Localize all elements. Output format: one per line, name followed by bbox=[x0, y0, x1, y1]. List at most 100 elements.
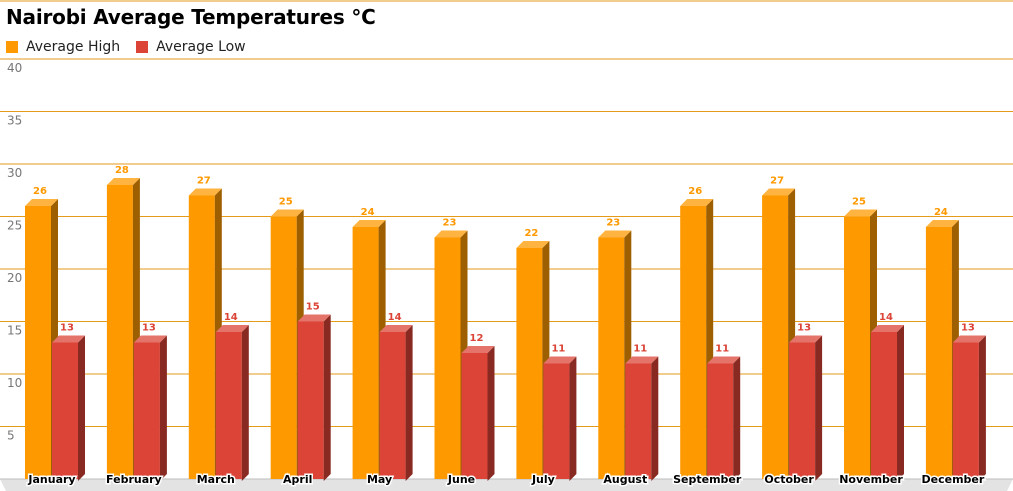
x-tick-label: June bbox=[447, 473, 475, 486]
data-label: 25 bbox=[852, 197, 866, 208]
data-label: 12 bbox=[470, 333, 484, 344]
x-tick-label: September bbox=[673, 473, 742, 486]
bar-top bbox=[270, 209, 304, 217]
data-label: 14 bbox=[388, 312, 402, 323]
x-tick-label: July bbox=[531, 473, 555, 486]
x-tick-label: December bbox=[922, 473, 985, 486]
bar bbox=[543, 363, 570, 479]
bar-side bbox=[651, 356, 659, 481]
bar-top bbox=[106, 178, 140, 185]
x-tick-label: January bbox=[27, 473, 75, 486]
bar-top bbox=[543, 356, 577, 364]
bar bbox=[925, 227, 952, 479]
y-tick-label: 20 bbox=[7, 271, 22, 285]
data-label: 23 bbox=[606, 218, 620, 229]
bar bbox=[297, 321, 324, 479]
data-label: 13 bbox=[142, 323, 156, 334]
chart-title: Nairobi Average Temperatures °C bbox=[6, 5, 376, 29]
data-label: 24 bbox=[934, 207, 948, 218]
data-label: 13 bbox=[60, 323, 74, 334]
chart-floor bbox=[0, 479, 1013, 491]
bar bbox=[871, 332, 897, 479]
bar bbox=[434, 237, 461, 479]
data-label: 28 bbox=[115, 165, 129, 176]
data-label: 15 bbox=[306, 302, 320, 313]
bar-top bbox=[434, 230, 468, 238]
bar-top bbox=[461, 346, 495, 353]
legend-item-average-low[interactable]: Average Low bbox=[136, 39, 246, 55]
y-tick-label: 35 bbox=[7, 114, 22, 128]
bar bbox=[215, 332, 242, 479]
bar bbox=[952, 342, 979, 479]
bar-top bbox=[680, 199, 714, 206]
legend-label-high: Average High bbox=[26, 39, 121, 55]
bar-top bbox=[789, 335, 823, 343]
data-label: 22 bbox=[524, 228, 538, 239]
data-label: 13 bbox=[961, 323, 975, 334]
y-tick-label: 15 bbox=[7, 324, 22, 338]
data-label: 26 bbox=[33, 186, 47, 197]
bar bbox=[352, 227, 379, 479]
bar-top bbox=[52, 335, 85, 343]
x-tick-label: May bbox=[367, 473, 392, 486]
data-label: 14 bbox=[224, 312, 238, 323]
bar-side bbox=[159, 335, 167, 481]
bar-side bbox=[323, 314, 331, 481]
bar-side bbox=[733, 356, 741, 481]
y-tick-label: 5 bbox=[7, 429, 15, 443]
bar-side bbox=[405, 325, 413, 481]
x-tick-label: October bbox=[764, 473, 814, 486]
y-tick-label: 25 bbox=[7, 219, 22, 233]
legend: Average High Average Low bbox=[6, 39, 262, 55]
legend-swatch-high bbox=[6, 41, 18, 53]
bar-top bbox=[188, 188, 222, 196]
bar-top bbox=[952, 335, 986, 343]
data-label: 11 bbox=[551, 344, 565, 355]
x-tick-label: March bbox=[197, 473, 235, 486]
bar bbox=[707, 363, 734, 479]
x-tick-label: April bbox=[283, 473, 312, 486]
legend-item-average-high[interactable]: Average High bbox=[6, 39, 120, 55]
legend-swatch-low bbox=[136, 41, 149, 53]
bar-top bbox=[379, 325, 413, 332]
bar bbox=[762, 195, 789, 479]
data-label: 24 bbox=[361, 207, 375, 218]
x-tick-label: February bbox=[106, 473, 162, 486]
legend-label-low: Average Low bbox=[156, 39, 246, 55]
bar bbox=[270, 216, 297, 479]
bar-top bbox=[598, 230, 632, 238]
data-label: 26 bbox=[688, 186, 702, 197]
bar bbox=[133, 342, 160, 479]
y-tick-label: 40 bbox=[7, 61, 22, 75]
bar-top bbox=[625, 356, 659, 364]
bar-top bbox=[516, 241, 550, 248]
bar bbox=[188, 195, 215, 479]
bar bbox=[461, 353, 488, 479]
x-tick-label: November bbox=[839, 473, 903, 486]
bar bbox=[52, 342, 78, 479]
data-label: 11 bbox=[715, 344, 729, 355]
bar-top bbox=[133, 335, 167, 343]
y-tick-label: 10 bbox=[7, 376, 22, 390]
bar bbox=[379, 332, 406, 479]
data-label: 13 bbox=[797, 323, 811, 334]
bar bbox=[625, 363, 652, 479]
bar-top bbox=[25, 199, 58, 206]
y-tick-label: 30 bbox=[7, 166, 22, 180]
bar-top bbox=[925, 220, 959, 227]
data-label: 14 bbox=[879, 312, 893, 323]
bar bbox=[106, 185, 133, 479]
bar-top bbox=[352, 220, 386, 227]
bar-side bbox=[487, 346, 495, 481]
bar bbox=[680, 206, 707, 479]
data-label: 11 bbox=[633, 344, 647, 355]
bar bbox=[844, 216, 870, 479]
bar-top bbox=[297, 314, 331, 322]
bar bbox=[598, 237, 625, 479]
data-label: 27 bbox=[770, 176, 784, 187]
bar bbox=[789, 342, 816, 479]
bar-top bbox=[762, 188, 796, 196]
data-label: 23 bbox=[443, 218, 457, 229]
bar bbox=[516, 248, 543, 479]
bar-side bbox=[815, 335, 823, 481]
